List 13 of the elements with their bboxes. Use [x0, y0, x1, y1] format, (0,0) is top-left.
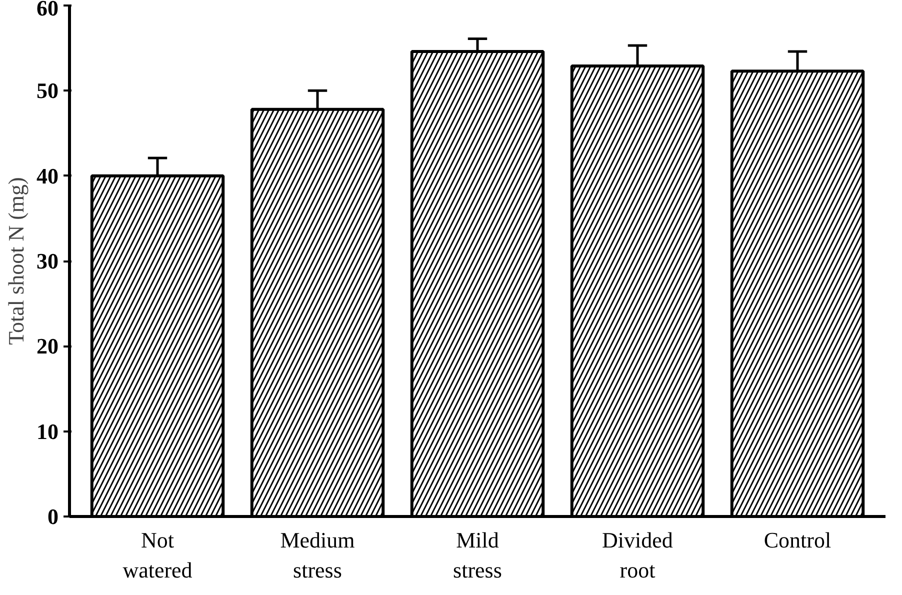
x-tick-label: Control [764, 528, 832, 552]
y-axis-title: Total shoot N (mg) [4, 177, 28, 345]
y-tick-label: 40 [36, 163, 58, 188]
x-tick-label: Medium stress [280, 528, 355, 582]
y-tick-label: 10 [36, 418, 58, 444]
x-tick-label: Divided root [602, 528, 673, 582]
y-tick-label: 0 [48, 504, 58, 529]
x-tick-label: Mild stress [453, 528, 502, 582]
y-tick-label: 30 [36, 248, 58, 274]
y-tick-label: 50 [36, 78, 58, 104]
y-tick-label: 60 [36, 0, 58, 20]
y-tick-label: 20 [36, 334, 58, 359]
x-tick-label: Not watered [122, 528, 192, 582]
